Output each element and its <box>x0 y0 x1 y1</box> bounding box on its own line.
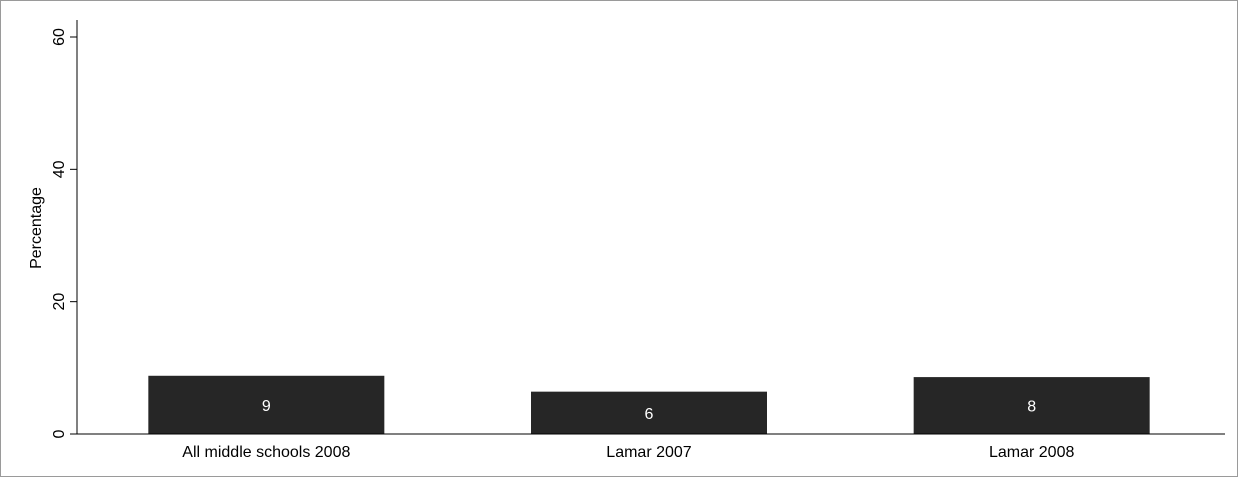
x-category-label: All middle schools 2008 <box>182 444 350 461</box>
x-labels-group: All middle schools 2008 Lamar 2007 Lamar 2… <box>182 444 1074 461</box>
y-tick-label: 20 <box>51 293 68 311</box>
y-tick-label: 40 <box>51 160 68 178</box>
bar-data-label: 6 <box>645 406 654 423</box>
bar <box>913 377 1150 434</box>
bar <box>531 391 767 434</box>
y-tick-label: 60 <box>51 28 68 46</box>
y-axis-title: Percentage <box>28 187 45 269</box>
x-category-label: Lamar 2008 <box>989 444 1074 461</box>
bar-data-label: 8 <box>1027 399 1036 416</box>
bars-group <box>148 375 1150 434</box>
bar-data-label: 9 <box>262 398 271 415</box>
y-ticks-group: 0 20 40 60 <box>51 28 77 438</box>
y-tick-label: 0 <box>51 429 68 438</box>
x-category-label: Lamar 2007 <box>606 444 691 461</box>
bar <box>148 375 385 434</box>
data-labels-group: 9 6 8 <box>262 398 1036 423</box>
